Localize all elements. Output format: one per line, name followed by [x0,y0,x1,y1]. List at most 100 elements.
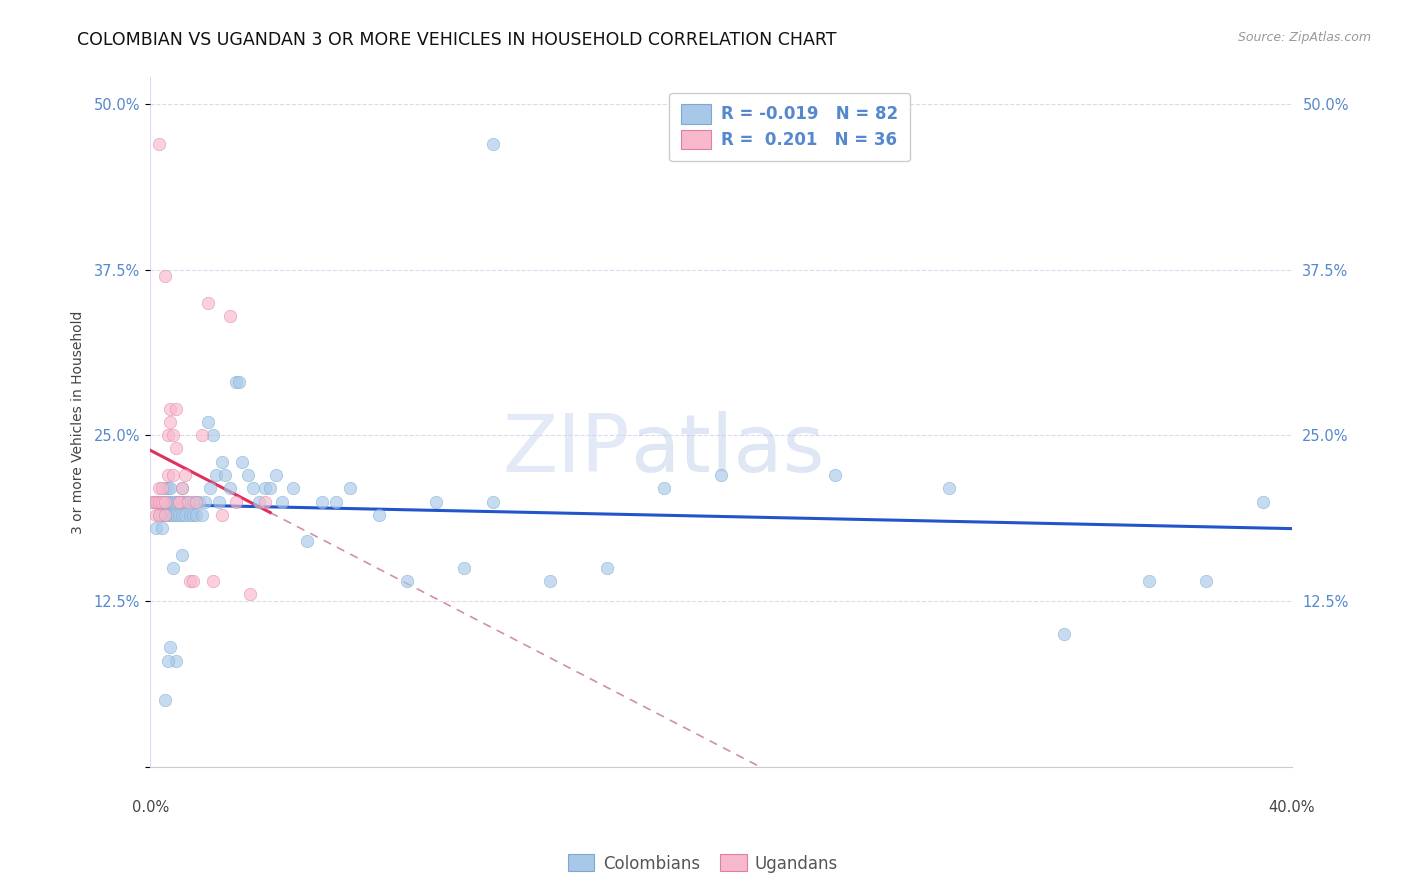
Point [396,574,419,588]
Point [179,508,201,522]
Point [197,295,219,310]
Text: Source: ZipAtlas.com: Source: ZipAtlas.com [1237,31,1371,45]
Point [150,494,173,508]
Point [652,481,675,495]
Point [145,494,167,508]
Point [153,269,176,284]
Text: atlas: atlas [630,410,824,489]
Point [145,521,167,535]
Point [228,376,250,390]
Point [156,508,179,522]
Point [153,508,176,522]
Point [159,640,181,655]
Point [202,574,225,588]
Point [145,508,167,522]
Point [165,442,187,456]
Point [208,494,231,508]
Point [186,508,208,522]
Point [179,574,201,588]
Text: COLOMBIAN VS UGANDAN 3 OR MORE VEHICLES IN HOUSEHOLD CORRELATION CHART: COLOMBIAN VS UGANDAN 3 OR MORE VEHICLES … [77,31,837,49]
Point [219,481,242,495]
Point [297,534,319,549]
Point [186,494,208,508]
Point [170,481,193,495]
Point [142,494,165,508]
Point [162,494,184,508]
Point [181,494,204,508]
Point [173,508,195,522]
Point [181,574,204,588]
Point [191,428,214,442]
Point [167,508,190,522]
Point [162,561,184,575]
Point [270,494,292,508]
Point [197,415,219,429]
Point [148,136,170,151]
Legend: R = -0.019   N = 82, R =  0.201   N = 36: R = -0.019 N = 82, R = 0.201 N = 36 [669,93,910,161]
Legend: Colombians, Ugandans: Colombians, Ugandans [561,847,845,880]
Point [194,494,217,508]
Point [186,494,208,508]
Point [145,494,167,508]
Point [162,428,184,442]
Point [159,401,181,416]
Point [710,468,733,483]
Point [453,561,475,575]
Point [482,494,505,508]
Point [239,587,262,601]
Text: 0.0%: 0.0% [132,799,169,814]
Point [202,428,225,442]
Point [148,508,170,522]
Point [167,494,190,508]
Point [150,494,173,508]
Point [225,376,247,390]
Point [247,494,270,508]
Point [176,494,198,508]
Point [173,494,195,508]
Point [167,494,190,508]
Point [596,561,619,575]
Point [367,508,389,522]
Point [150,481,173,495]
Point [153,508,176,522]
Point [173,468,195,483]
Point [156,494,179,508]
Point [170,494,193,508]
Point [1195,574,1218,588]
Point [167,494,190,508]
Point [153,693,176,707]
Point [142,494,165,508]
Point [311,494,333,508]
Point [1052,627,1074,641]
Point [283,481,305,495]
Text: 40.0%: 40.0% [1268,799,1315,814]
Point [150,521,173,535]
Text: ZIP: ZIP [502,410,630,489]
Point [200,481,222,495]
Point [253,494,276,508]
Point [211,455,233,469]
Point [162,468,184,483]
Point [159,494,181,508]
Point [219,309,242,323]
Point [482,136,505,151]
Point [191,508,214,522]
Point [236,468,259,483]
Point [425,494,447,508]
Point [259,481,281,495]
Point [153,494,176,508]
Point [211,508,233,522]
Point [165,508,187,522]
Point [181,508,204,522]
Point [188,494,211,508]
Y-axis label: 3 or more Vehicles in Household: 3 or more Vehicles in Household [72,310,86,533]
Point [148,481,170,495]
Point [214,468,236,483]
Point [242,481,264,495]
Point [170,548,193,562]
Point [156,468,179,483]
Point [225,494,247,508]
Point [170,508,193,522]
Point [264,468,287,483]
Point [165,494,187,508]
